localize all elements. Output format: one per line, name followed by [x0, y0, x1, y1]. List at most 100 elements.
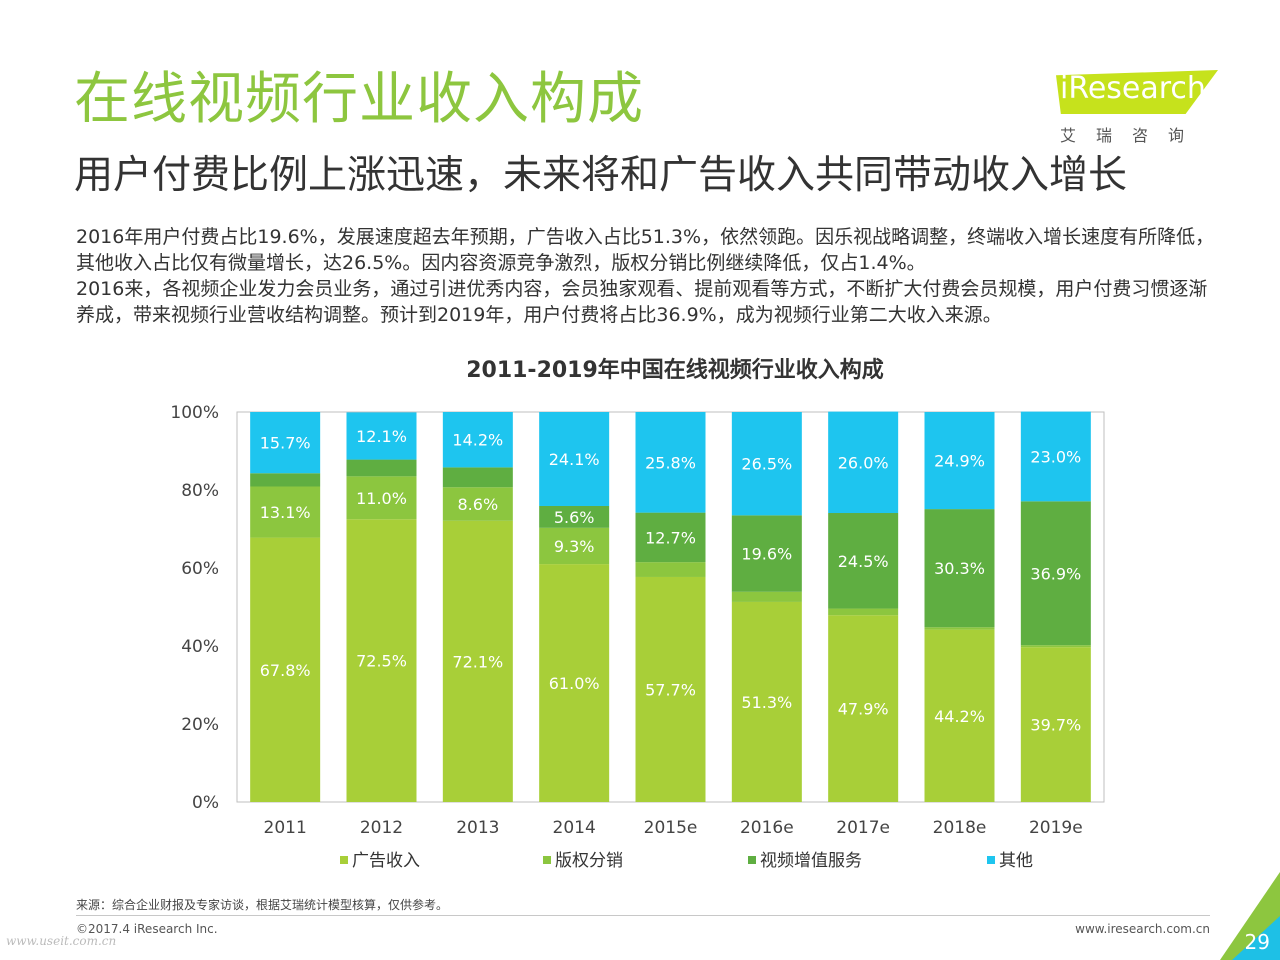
data-label: 39.7% [1030, 716, 1081, 735]
data-label: 72.1% [452, 652, 503, 671]
bar-segment [346, 459, 417, 477]
bar-segment [250, 486, 321, 538]
data-label: 12.1% [356, 427, 407, 446]
data-label: 44.2% [934, 707, 985, 726]
page-subtitle: 用户付费比例上涨迅速，未来将和广告收入共同带动收入增长 [74, 153, 1128, 198]
legend-label: 视频增值服务 [760, 851, 862, 871]
stacked-bar-chart: 2011-2019年中国在线视频行业收入构成 0% 20% 40% 60% 80% 100… [170, 357, 1105, 871]
bar-segment [924, 412, 995, 510]
data-label: 12.7% [645, 528, 696, 547]
description-paragraph-1: 2016年用户付费占比19.6%，发展速度超去年预期，广告收入占比51.3%，依… [76, 226, 1215, 274]
footer-divider [76, 915, 1210, 916]
legend-swatch [748, 856, 756, 864]
bar-segment [346, 519, 417, 802]
x-tick-label: 2017e [836, 818, 890, 838]
x-tick-label: 2014 [553, 818, 596, 838]
y-tick-label: 100% [170, 403, 219, 423]
bar-segment [924, 629, 995, 802]
legend-swatch [340, 856, 348, 864]
bar-segment [346, 476, 417, 520]
chart-title: 2011-2019年中国在线视频行业收入构成 [466, 357, 884, 383]
bar-segment [731, 591, 802, 602]
corner-decoration: 29 [1220, 872, 1280, 960]
bar-segment [731, 601, 802, 802]
data-label: 19.6% [741, 545, 792, 564]
data-label: 61.0% [549, 674, 600, 693]
bar-segment [442, 487, 513, 521]
x-tick-label: 2016e [740, 818, 794, 838]
website-link[interactable]: www.iresearch.com.cn [1075, 922, 1210, 936]
legend-label: 版权分销 [555, 851, 623, 871]
y-tick-label: 40% [181, 637, 219, 657]
bar-segment [539, 527, 610, 565]
y-tick-label: 20% [181, 715, 219, 735]
x-tick-label: 2011 [264, 818, 307, 838]
x-tick-label: 2015e [644, 818, 698, 838]
page-title: 在线视频行业收入构成 [74, 67, 644, 132]
bar-segment [635, 412, 706, 513]
x-tick-label: 2019e [1029, 818, 1083, 838]
source-note: 来源：综合企业财报及专家访谈，根据艾瑞统计模型核算，仅供参考。 [76, 898, 449, 912]
legend-label: 广告收入 [352, 851, 420, 871]
data-label: 36.9% [1030, 564, 1081, 583]
logo-cn-text: 艾瑞咨询 [1060, 126, 1205, 145]
x-tick-label: 2012 [360, 818, 403, 838]
data-label: 9.3% [554, 537, 595, 556]
bar-segment [250, 412, 321, 474]
data-label: 13.1% [260, 503, 311, 522]
logo-brand-text: iResearch [1060, 71, 1206, 106]
data-label: 24.5% [838, 552, 889, 571]
data-label: 5.6% [554, 508, 595, 527]
bar-segment [539, 564, 610, 802]
legend-swatch [987, 856, 995, 864]
bar-segment [442, 412, 513, 468]
data-label: 47.9% [838, 700, 889, 719]
bar-segment [635, 562, 706, 577]
description-text: 2016年用户付费占比19.6%，发展速度超去年预期，广告收入占比51.3%，依… [76, 224, 1216, 328]
data-label: 26.0% [838, 453, 889, 472]
bar-segment [250, 537, 321, 802]
description-paragraph-2: 2016来，各视频企业发力会员业务，通过引进优秀内容，会员独家观看、提前观看等方… [76, 278, 1208, 326]
data-label: 25.8% [645, 453, 696, 472]
data-label: 8.6% [458, 495, 499, 514]
data-label: 24.1% [549, 450, 600, 469]
chart-legend: 广告收入 版权分销 视频增值服务 其他 [340, 851, 1033, 871]
data-label: 67.8% [260, 661, 311, 680]
bar-segment [924, 627, 995, 630]
bar-segment [442, 467, 513, 488]
page-number: 29 [1244, 930, 1270, 954]
data-label: 11.0% [356, 489, 407, 508]
bar-segment [1020, 645, 1091, 648]
bar-segment [828, 513, 899, 609]
bar-segment [635, 512, 706, 563]
iresearch-logo: iResearch 艾瑞咨询 [1052, 64, 1222, 150]
logo-mark [1056, 70, 1218, 114]
data-label: 24.9% [934, 452, 985, 471]
data-label: 30.3% [934, 559, 985, 578]
y-tick-label: 80% [181, 481, 219, 501]
x-tick-label: 2018e [933, 818, 987, 838]
bar-segment [924, 509, 995, 628]
bar-segment [828, 608, 899, 616]
data-label: 51.3% [741, 693, 792, 712]
bar-segment [828, 411, 899, 514]
bar-segment [346, 412, 417, 460]
bar-segment [539, 505, 610, 528]
legend-label: 其他 [999, 851, 1033, 871]
data-label: 26.5% [741, 455, 792, 474]
chart-bars: 67.8%13.1%3.4%15.7%201172.5%11.0%4.3%12.… [250, 411, 1091, 838]
x-tick-label: 2013 [456, 818, 499, 838]
bar-segment [1020, 647, 1091, 802]
data-label: 23.0% [1030, 447, 1081, 466]
y-tick-label: 60% [181, 559, 219, 579]
data-label: 72.5% [356, 652, 407, 671]
watermark-text: www.useit.com.cn [6, 934, 117, 948]
bar-segment [635, 576, 706, 802]
copyright-text: ©2017.4 iResearch Inc. [76, 922, 218, 936]
bar-segment [442, 520, 513, 802]
data-label: 57.7% [645, 680, 696, 699]
y-tick-label: 0% [192, 793, 219, 813]
bar-segment [1020, 411, 1091, 502]
bar-segment [250, 473, 321, 487]
legend-swatch [543, 856, 551, 864]
